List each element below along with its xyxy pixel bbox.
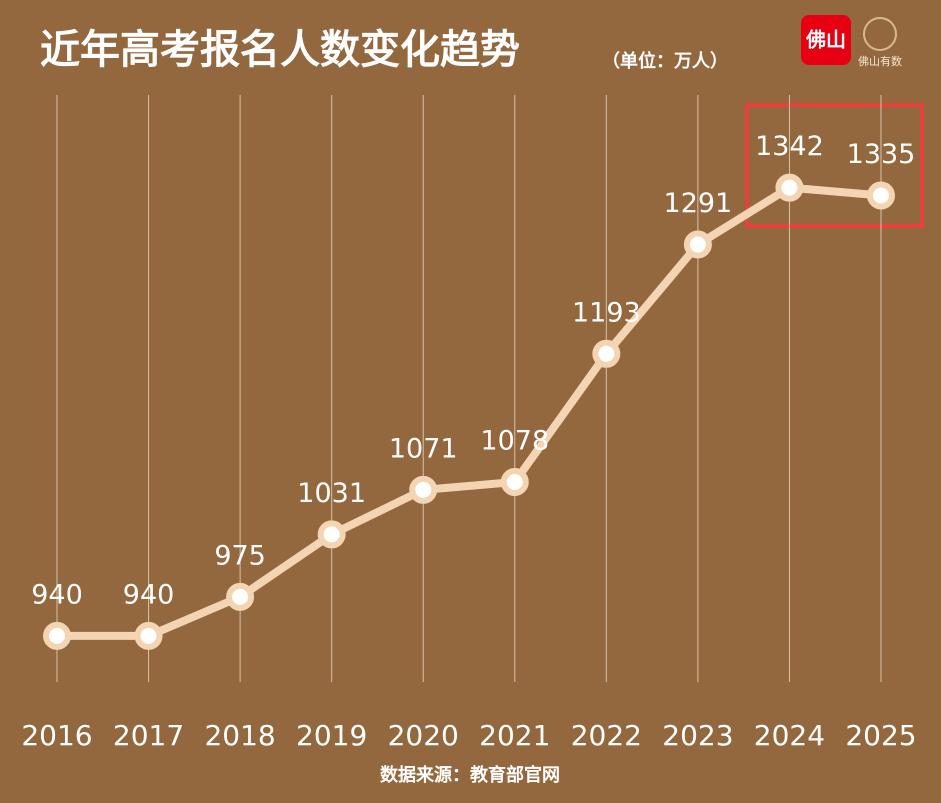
point (134, 621, 163, 650)
point (43, 621, 71, 650)
value-label: 1342 (755, 131, 824, 162)
point (500, 468, 529, 497)
x-tick-label: 2019 (296, 719, 367, 752)
value-label: 1335 (847, 139, 916, 170)
point (592, 339, 621, 368)
source: 数据来源：教育部官网 (380, 764, 560, 786)
chart-title: 近年高考报名人数变化趋势 (40, 27, 520, 73)
point (409, 475, 438, 504)
x-tick-label: 2018 (204, 719, 275, 752)
value-label: 1193 (572, 297, 641, 328)
logo-mark (863, 17, 897, 51)
logo-text: 佛山有数 (858, 54, 902, 68)
point (226, 582, 255, 611)
value-label: 975 (214, 540, 266, 571)
x-tick-label: 2017 (113, 719, 184, 752)
value-label: 1031 (297, 478, 366, 509)
x-tick-label: 2020 (388, 719, 459, 752)
point (775, 173, 804, 202)
x-tick-label: 2024 (754, 719, 825, 752)
value-label: 1071 (389, 433, 458, 464)
value-label: 1291 (664, 188, 733, 219)
value-label: 940 (31, 579, 83, 610)
chart-subtitle: （单位：万人） (602, 50, 728, 72)
x-tick-label: 2016 (21, 719, 92, 752)
value-label: 940 (123, 579, 175, 610)
point (683, 230, 712, 259)
logo-box (801, 15, 851, 65)
point (317, 520, 346, 549)
x-tick-label: 2023 (662, 719, 733, 752)
point (867, 181, 895, 210)
line (57, 183, 882, 640)
value-label: 1078 (480, 426, 549, 457)
highlight-box (745, 103, 924, 228)
logo-text: 佛山 (805, 28, 846, 52)
x-tick-label: 2025 (845, 719, 916, 752)
x-tick-label: 2021 (479, 719, 550, 752)
x-tick-label: 2022 (571, 719, 642, 752)
